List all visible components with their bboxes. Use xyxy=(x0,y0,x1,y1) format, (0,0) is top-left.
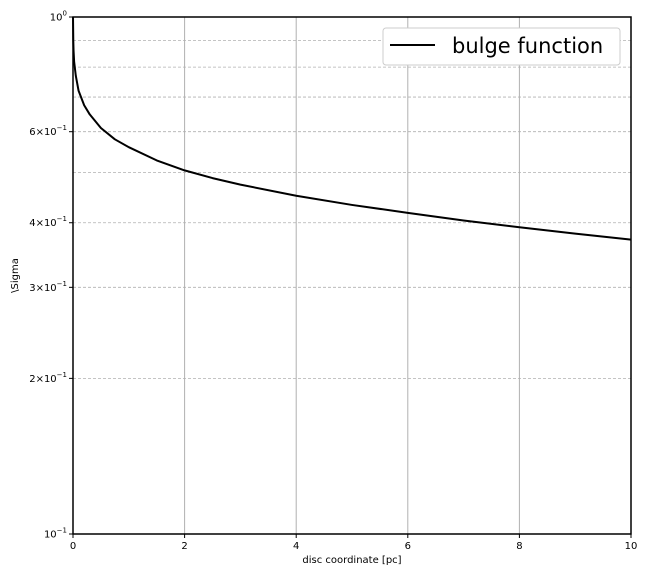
x-tick-label: 4 xyxy=(293,541,299,552)
grid-layer xyxy=(73,17,631,534)
y-tick-label: 6×10−1 xyxy=(29,124,67,138)
legend-label-bulge-function: bulge function xyxy=(452,34,603,58)
y-tick-label: 4×10−1 xyxy=(29,215,67,229)
y-tick-label: 100 xyxy=(50,10,67,24)
y-tick-label: 10−1 xyxy=(44,527,67,541)
plot-frame xyxy=(72,16,632,535)
y-tick-label: 3×10−1 xyxy=(29,280,67,294)
legend-box xyxy=(382,27,621,66)
x-tick-label: 0 xyxy=(70,541,76,552)
x-tick-label: 10 xyxy=(625,541,638,552)
x-axis-label: disc coordinate [pc] xyxy=(302,555,401,566)
x-tick-label: 6 xyxy=(405,541,411,552)
x-tick-label: 8 xyxy=(516,541,522,552)
y-tick-layer: 100 6×10−1 4×10−1 3×10−1 2×10−1 10−1 xyxy=(29,10,73,541)
series-line-0 xyxy=(72,16,632,241)
y-axis-label: \Sigma xyxy=(10,258,21,293)
series-layer xyxy=(72,16,632,241)
x-tick-layer: 0 2 4 6 8 10 xyxy=(70,534,638,552)
y-tick-label: 2×10−1 xyxy=(29,371,67,385)
x-tick-label: 2 xyxy=(181,541,187,552)
legend: bulge function xyxy=(382,27,621,66)
